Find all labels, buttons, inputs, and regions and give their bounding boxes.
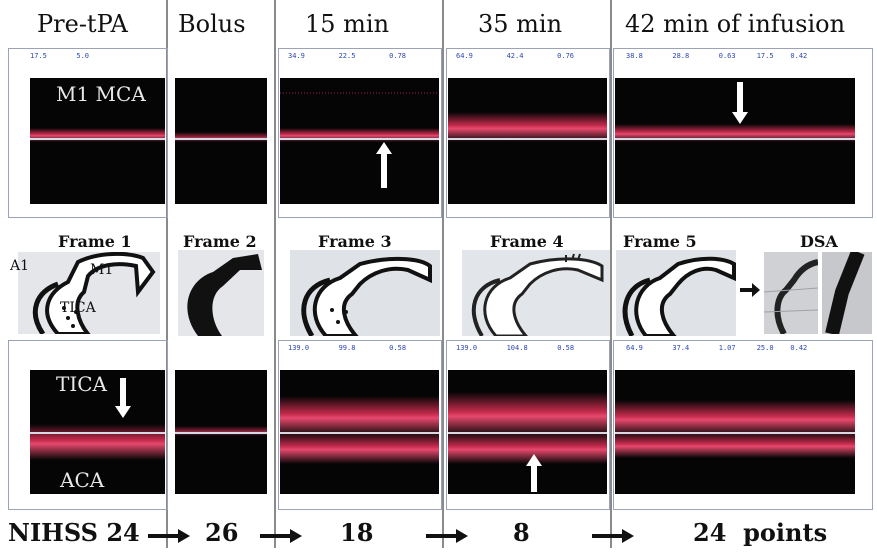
- a1-label: A1: [10, 258, 30, 274]
- tcd-panel-frame: [8, 340, 168, 510]
- header-35-min: 35 min: [478, 10, 563, 38]
- readout-top-4: 38.8 28.8 0.63 17.5 0.42: [626, 52, 808, 60]
- separator-line: [442, 0, 444, 548]
- header-pre-tpa: Pre-tPA: [37, 10, 128, 38]
- separator-line: [274, 0, 276, 548]
- nihss-score-15: 18: [340, 518, 374, 547]
- arrow-right-icon: [148, 529, 190, 543]
- tcd-panel-frame: [8, 48, 168, 218]
- frame-4-title: Frame 4: [490, 232, 564, 251]
- tcd-panel-frame: [278, 340, 442, 510]
- readout-top-3: 64.9 42.4 0.76: [456, 52, 575, 60]
- frame-2-vessel-diagram: [178, 250, 264, 336]
- tcd-trace-mca-15: [280, 78, 439, 204]
- tcd-panel-frame: [446, 48, 610, 218]
- tcd-trace-mca-35: [448, 78, 607, 204]
- frame-1-vessel-diagram: [18, 252, 160, 334]
- separator-line: [166, 0, 168, 548]
- frame-1-title: Frame 1: [58, 232, 132, 251]
- arrow-right-icon: [592, 529, 634, 543]
- tcd-trace-tica-pre: TICA ACA: [30, 370, 165, 494]
- readout-bottom-2: 139.0 104.8 0.58: [456, 344, 575, 352]
- tcd-trace-tica-bolus: [175, 370, 267, 494]
- header-bolus: Bolus: [178, 10, 246, 38]
- tcd-panel-frame: [446, 340, 610, 510]
- frame-3-title: Frame 3: [318, 232, 392, 251]
- frame-4-vessel-diagram: [462, 250, 610, 336]
- readout-top-1: 17.5 5.0: [30, 52, 90, 60]
- tcd-trace-mca-bolus: [175, 78, 267, 204]
- arrow-right-icon: [740, 283, 760, 297]
- arrow-right-icon: [260, 529, 302, 543]
- aca-trace-label: ACA: [60, 468, 105, 492]
- tcd-panel-frame: [613, 48, 873, 218]
- header-15-min: 15 min: [305, 10, 390, 38]
- tcd-panel-frame: [278, 48, 442, 218]
- tica-label: TICA: [60, 300, 96, 316]
- separator-line: [610, 0, 612, 548]
- dsa-title: DSA: [800, 232, 838, 251]
- tcd-trace-mca-pre: M1 MCA: [30, 78, 165, 204]
- readout-bottom-3: 64.9 37.4 1.07 25.0 0.42: [626, 344, 808, 352]
- m1-label: M1: [90, 262, 114, 278]
- frame-3-vessel-diagram: [290, 250, 440, 336]
- nihss-score-42: 24 points: [693, 518, 828, 547]
- arrow-up-icon: [376, 142, 392, 188]
- tcd-panel-frame: [613, 340, 873, 510]
- tcd-trace-tica-35: [448, 370, 607, 494]
- frame-2-title: Frame 2: [183, 232, 257, 251]
- arrow-down-icon: [732, 82, 748, 124]
- tcd-trace-tica-15: [280, 370, 439, 494]
- frame-5-title: Frame 5: [623, 232, 697, 251]
- dsa-image-1: [764, 252, 818, 334]
- tcd-trace-mca-42: [615, 78, 855, 204]
- nihss-score-35: 8: [513, 518, 530, 547]
- readout-top-2: 34.9 22.5 0.78: [288, 52, 407, 60]
- frame-5-vessel-diagram: [616, 250, 736, 336]
- arrow-right-icon: [426, 529, 468, 543]
- tica-trace-label: TICA: [56, 372, 107, 396]
- m1-mca-label: M1 MCA: [56, 82, 146, 106]
- readout-bottom-1: 139.0 99.8 0.58: [288, 344, 407, 352]
- header-42-min: 42 min of infusion: [625, 10, 846, 38]
- tcd-trace-tica-42: [615, 370, 855, 494]
- dsa-image-2: [822, 252, 872, 334]
- arrow-down-icon: [115, 378, 131, 418]
- arrow-up-icon: [526, 454, 542, 492]
- nihss-label: NIHSS 24: [8, 518, 140, 547]
- nihss-score-bolus: 26: [205, 518, 239, 547]
